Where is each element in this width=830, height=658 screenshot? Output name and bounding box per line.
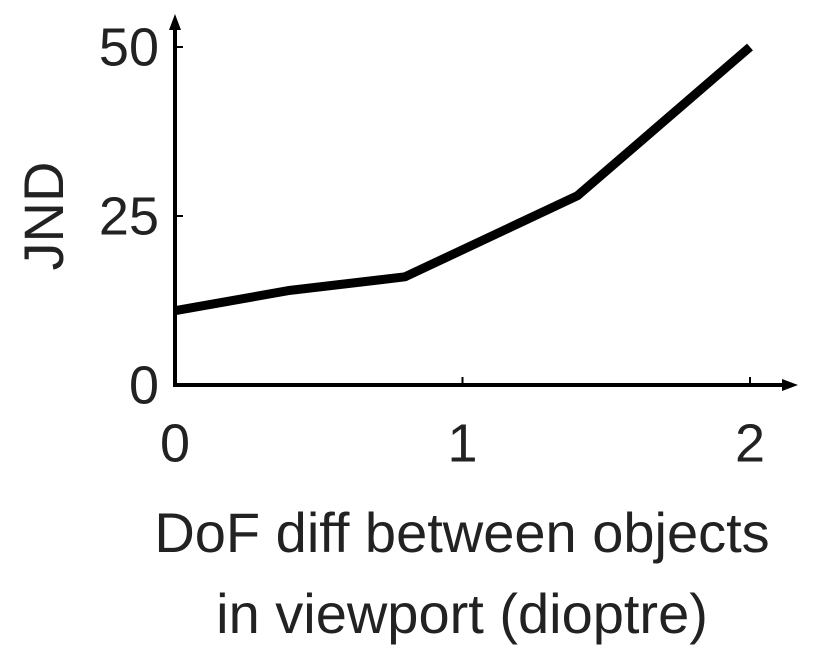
- y-tick-label: 0: [129, 355, 159, 415]
- x-axis-label: in viewport (dioptre): [216, 582, 708, 645]
- x-axis-label: DoF diff between objects: [154, 501, 769, 564]
- y-tick-label: 50: [99, 17, 159, 77]
- x-tick-label: 0: [160, 413, 190, 473]
- x-axis-arrow: [782, 379, 798, 391]
- x-tick-label: 2: [735, 413, 765, 473]
- x-tick-label: 1: [447, 413, 477, 473]
- y-axis-label: JND: [12, 162, 75, 271]
- data-line: [174, 43, 753, 316]
- y-tick-label: 25: [99, 186, 159, 246]
- y-axis-arrow: [169, 14, 181, 30]
